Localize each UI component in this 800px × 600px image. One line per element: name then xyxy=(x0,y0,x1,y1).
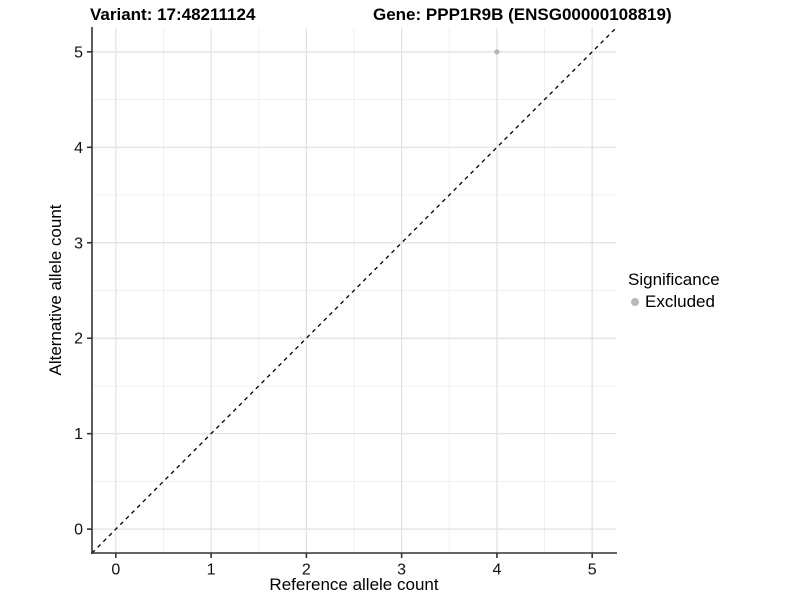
legend-title: Significance xyxy=(628,270,720,289)
svg-text:2: 2 xyxy=(302,562,311,579)
gene-title: Gene: PPP1R9B (ENSG00000108819) xyxy=(373,5,672,24)
variant-title: Variant: 17:48211124 xyxy=(90,5,256,24)
x-axis-title: Reference allele count xyxy=(269,575,439,594)
svg-text:0: 0 xyxy=(74,522,83,539)
legend-item-excluded: Excluded xyxy=(628,292,720,312)
excluded-point-icon xyxy=(631,298,639,306)
svg-text:5: 5 xyxy=(74,44,83,61)
svg-text:1: 1 xyxy=(207,562,216,579)
svg-text:2: 2 xyxy=(74,331,83,348)
svg-text:4: 4 xyxy=(492,562,501,579)
legend-item-label: Excluded xyxy=(645,292,715,311)
svg-text:3: 3 xyxy=(74,235,83,252)
svg-text:0: 0 xyxy=(111,562,120,579)
svg-text:1: 1 xyxy=(74,426,83,443)
y-axis-title: Alternative allele count xyxy=(46,204,65,376)
svg-text:3: 3 xyxy=(397,562,406,579)
legend: Significance Excluded xyxy=(628,270,720,312)
svg-text:4: 4 xyxy=(74,140,83,157)
svg-text:5: 5 xyxy=(588,562,597,579)
